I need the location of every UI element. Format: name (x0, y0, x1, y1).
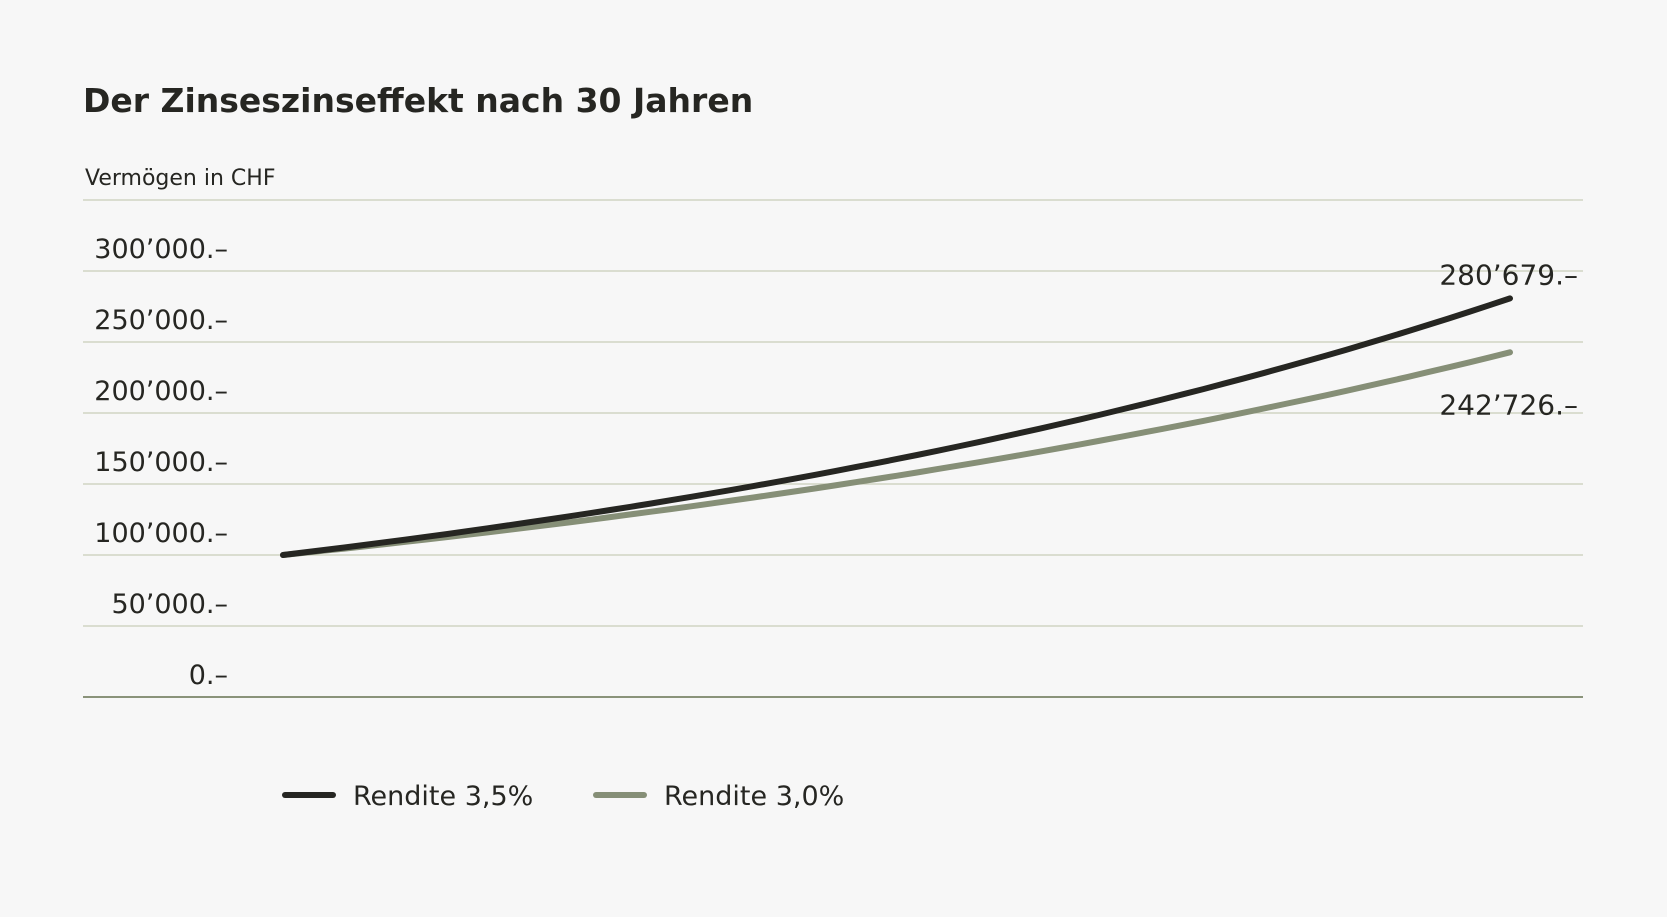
series-line-1 (280, 295, 1513, 558)
y-tick-label: 50’000.– (111, 589, 228, 620)
y-tick-label: 200’000.– (94, 376, 228, 407)
series-lines (280, 295, 1513, 558)
y-tick-label: 0.– (189, 660, 228, 691)
end-labels: 280’679.– 242’726.– (1439, 258, 1578, 421)
y-tick-label: 300’000.– (94, 234, 228, 265)
y-tick-labels: 300’000.– 250’000.– 200’000.– 150’000.– 100’… (94, 234, 228, 691)
legend-label: Rendite 3,5% (353, 781, 533, 812)
y-axis-label: Vermögen in CHF (85, 166, 275, 191)
y-tick-label: 100’000.– (94, 518, 228, 549)
end-value-label: 280’679.– (1439, 258, 1578, 291)
chart-title: Der Zinseszinseffekt nach 30 Jahren (83, 81, 753, 120)
y-tick-label: 250’000.– (94, 305, 228, 336)
legend-label: Rendite 3,0% (664, 781, 844, 812)
gridlines (83, 199, 1583, 698)
series-line-2 (280, 349, 1513, 558)
legend: Rendite 3,5% Rendite 3,0% (282, 781, 844, 812)
end-value-label: 242’726.– (1439, 388, 1578, 421)
y-tick-label: 150’000.– (94, 447, 228, 478)
